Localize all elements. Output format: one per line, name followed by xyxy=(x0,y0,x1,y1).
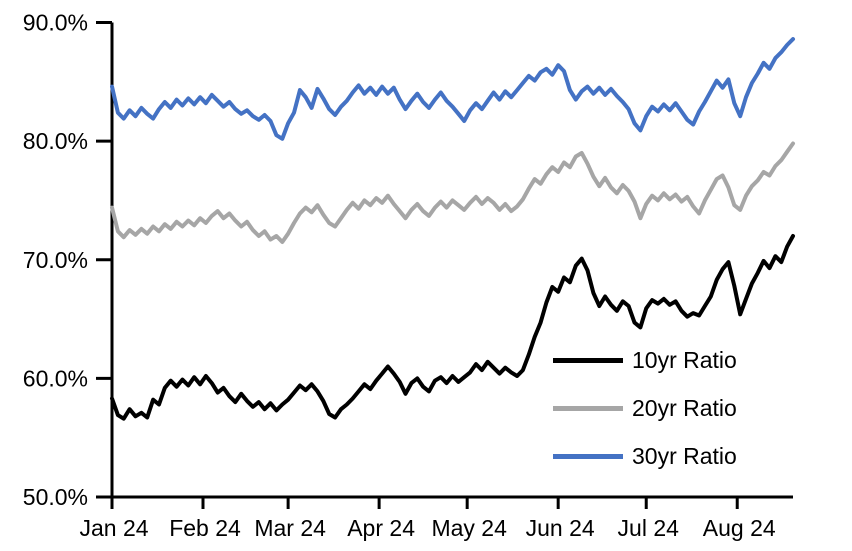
y-axis-tick-label: 70.0% xyxy=(23,247,88,273)
x-axis-tick-label: May 24 xyxy=(431,515,507,541)
legend-line-swatch-10yr xyxy=(553,357,623,363)
y-axis-tick-label: 50.0% xyxy=(23,484,88,510)
x-axis-tick-label: Apr 24 xyxy=(347,515,415,541)
x-axis-tick-label: Jul 24 xyxy=(618,515,680,541)
legend-label-30yr: 30yr Ratio xyxy=(632,442,737,469)
y-axis-tick-label: 80.0% xyxy=(23,128,88,154)
x-axis-tick-label: Aug 24 xyxy=(703,515,776,541)
x-axis-tick-label: Jun 24 xyxy=(526,515,595,541)
legend: 10yr Ratio 20yr Ratio 30yr Ratio xyxy=(553,336,737,480)
series-line-10yr-ratio xyxy=(110,234,795,421)
y-axis-tick-label: 60.0% xyxy=(23,365,88,391)
legend-label-10yr: 10yr Ratio xyxy=(632,346,737,373)
x-axis-tick-label: Feb 24 xyxy=(169,515,241,541)
legend-line-swatch-20yr xyxy=(553,405,623,411)
legend-label-20yr: 20yr Ratio xyxy=(632,394,737,421)
x-axis-tick-label: Mar 24 xyxy=(254,515,326,541)
legend-item-20yr-ratio: 20yr Ratio xyxy=(553,384,737,432)
series-line-30yr-ratio xyxy=(110,37,795,141)
legend-item-10yr-ratio: 10yr Ratio xyxy=(553,336,737,384)
y-axis-tick-label: 90.0% xyxy=(23,10,88,36)
series-line-20yr-ratio xyxy=(110,141,795,244)
x-axis-tick-label: Jan 24 xyxy=(79,515,148,541)
legend-line-swatch-30yr xyxy=(553,453,623,459)
legend-item-30yr-ratio: 30yr Ratio xyxy=(553,432,737,480)
